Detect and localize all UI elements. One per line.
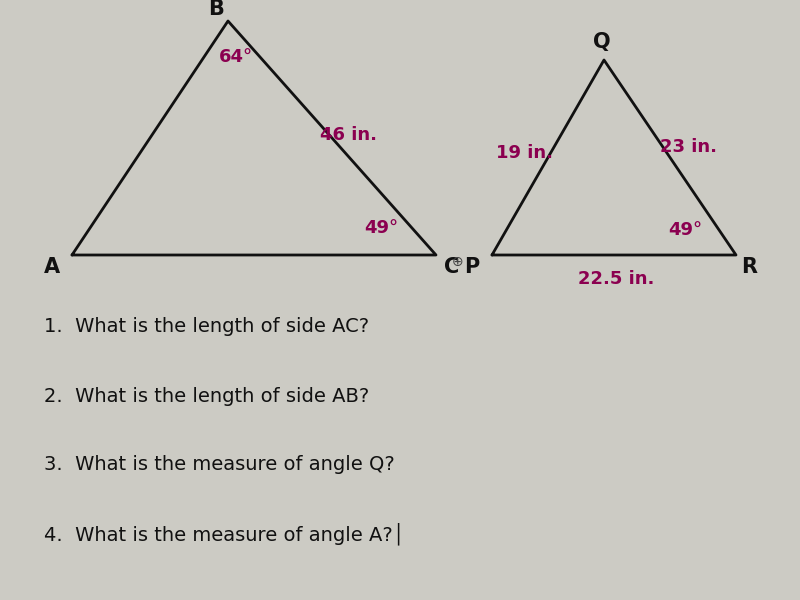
Text: C: C — [444, 257, 460, 277]
Text: 46 in.: 46 in. — [319, 126, 377, 144]
Text: 23 in.: 23 in. — [659, 138, 717, 156]
Text: 4.  What is the measure of angle A?│: 4. What is the measure of angle A?│ — [44, 523, 405, 545]
Text: 1.  What is the length of side AC?: 1. What is the length of side AC? — [44, 317, 369, 337]
Text: A: A — [44, 257, 60, 277]
Text: 19 in.: 19 in. — [495, 144, 553, 162]
Text: B: B — [208, 0, 224, 19]
Text: 49°: 49° — [364, 219, 398, 237]
Text: Q: Q — [593, 32, 610, 52]
Text: R: R — [742, 257, 758, 277]
Text: 3.  What is the measure of angle Q?: 3. What is the measure of angle Q? — [44, 455, 394, 475]
Text: 49°: 49° — [668, 221, 702, 239]
Text: 2.  What is the length of side AB?: 2. What is the length of side AB? — [44, 386, 370, 406]
Text: 22.5 in.: 22.5 in. — [578, 270, 654, 288]
Text: ⊕: ⊕ — [452, 254, 463, 269]
Text: 64°: 64° — [219, 48, 253, 66]
Text: P: P — [464, 257, 480, 277]
